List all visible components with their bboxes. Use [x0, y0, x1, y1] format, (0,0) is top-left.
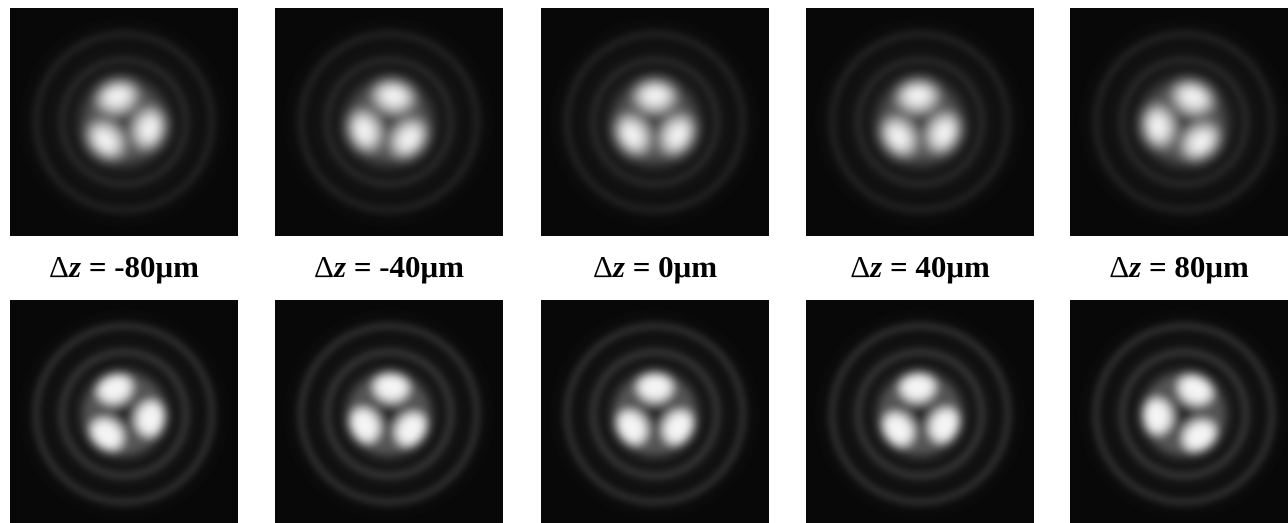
beam-image: [275, 300, 503, 523]
label-delta: Δ: [1109, 249, 1129, 284]
label-variable: z: [869, 249, 882, 284]
figure: Δz = -80μmΔz = -40μmΔz = 0μmΔz = 40μmΔz …: [0, 0, 1288, 523]
label-value: = 0μm: [625, 249, 717, 284]
panel-label: Δz = 0μm: [593, 249, 717, 284]
beam-image: [1070, 300, 1288, 523]
label-delta: Δ: [314, 249, 334, 284]
label-variable: z: [1128, 249, 1141, 284]
label-variable: z: [333, 249, 346, 284]
center-hole: [648, 407, 662, 421]
label-value: = -80μm: [81, 249, 199, 284]
center-hole: [648, 115, 662, 129]
lobe: [638, 81, 672, 109]
label-variable: z: [68, 249, 81, 284]
label-value: = 40μm: [882, 249, 990, 284]
beam-image: [275, 8, 503, 236]
beam-image: [541, 300, 769, 523]
label-value: = 80μm: [1141, 249, 1249, 284]
panel-label: Δz = -80μm: [49, 249, 199, 284]
label-variable: z: [612, 249, 625, 284]
label-delta: Δ: [593, 249, 613, 284]
beam-image: [806, 300, 1034, 523]
panel-label: Δz = -40μm: [314, 249, 464, 284]
beam-image: [10, 300, 238, 523]
beam-image: [541, 8, 769, 236]
label-value: = -40μm: [346, 249, 464, 284]
beam-image: [1070, 8, 1288, 236]
beam-image: [806, 8, 1034, 236]
label-delta: Δ: [850, 249, 870, 284]
lobe: [638, 373, 672, 401]
panel-label: Δz = 40μm: [850, 249, 990, 284]
panel-label: Δz = 80μm: [1109, 249, 1249, 284]
beam-image: [10, 8, 238, 236]
label-delta: Δ: [49, 249, 69, 284]
